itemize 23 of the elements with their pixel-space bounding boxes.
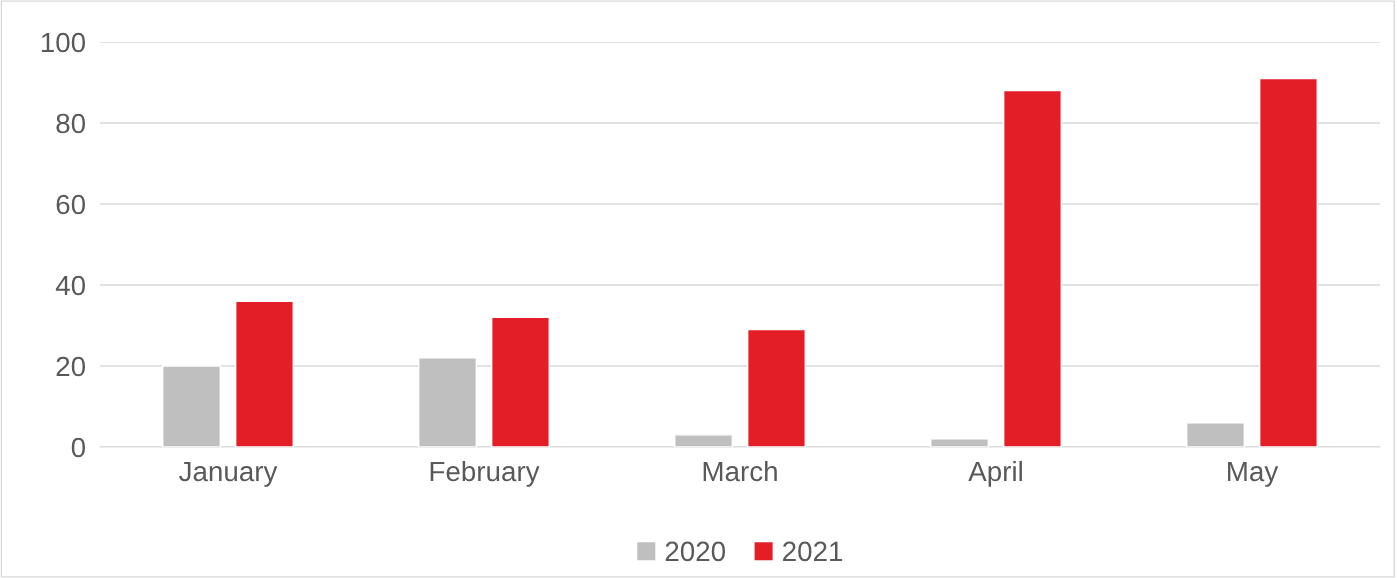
x-tick-label: February xyxy=(430,460,540,487)
legend-label: 2021 xyxy=(783,541,843,562)
x-tick-label: March xyxy=(703,460,777,482)
bar xyxy=(1186,422,1246,447)
bar xyxy=(162,365,222,447)
y-tick-label: 20 xyxy=(56,356,86,377)
y-tick-label: 80 xyxy=(56,113,86,134)
bar xyxy=(234,300,294,447)
bar xyxy=(746,328,806,447)
y-tick-label: 100 xyxy=(41,32,86,53)
bar xyxy=(1258,77,1318,447)
y-tick-label: 40 xyxy=(55,275,86,296)
bar xyxy=(1002,89,1062,447)
x-tick-label: April xyxy=(968,460,1022,487)
bar xyxy=(674,434,734,447)
x-tick-label: January xyxy=(179,461,278,487)
y-tick-label: 60 xyxy=(56,194,86,215)
bar xyxy=(490,316,550,447)
legend-label: 2020 xyxy=(665,541,726,562)
bar xyxy=(930,438,990,447)
bar xyxy=(418,357,478,447)
x-tick-label: May xyxy=(1228,461,1279,487)
y-tick-label: 0 xyxy=(71,437,86,458)
